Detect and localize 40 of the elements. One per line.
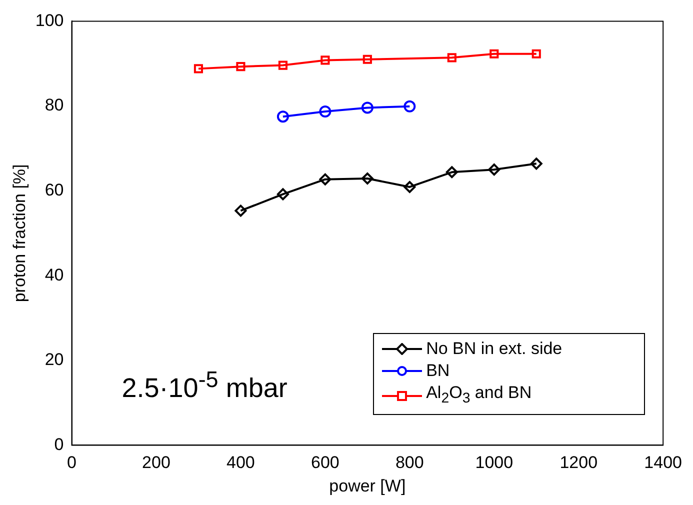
point xyxy=(404,180,416,193)
x-tick-label: 600 xyxy=(311,453,340,472)
point xyxy=(319,106,332,118)
x-tick-label: 0 xyxy=(67,453,76,472)
x-tick-label: 200 xyxy=(142,453,170,472)
y-tick-label: 0 xyxy=(54,434,64,454)
point xyxy=(404,100,416,112)
y-tick-label: 40 xyxy=(44,265,64,284)
y-axis-title: proton fraction [%] xyxy=(10,164,29,302)
point xyxy=(276,110,289,123)
legend-label: No BN in ext. side xyxy=(426,338,562,360)
x-axis-title: power [W] xyxy=(329,476,406,496)
point xyxy=(320,56,330,65)
point xyxy=(488,164,500,176)
point xyxy=(447,53,456,62)
point xyxy=(361,172,374,185)
y-tick-label: 20 xyxy=(44,350,64,370)
point xyxy=(361,102,374,114)
point xyxy=(530,158,542,170)
x-tick-label: 800 xyxy=(395,453,424,472)
point xyxy=(194,64,204,74)
point xyxy=(319,173,332,186)
x-tick-label: 1400 xyxy=(644,453,682,472)
legend-label: BN xyxy=(426,360,450,382)
point xyxy=(278,60,288,70)
point xyxy=(362,54,372,64)
x-tick-label: 400 xyxy=(226,453,255,472)
legend-label: Al$_{2}$O$_{3}$ and BN xyxy=(426,382,532,409)
point xyxy=(234,204,247,217)
y-tick-label: 60 xyxy=(44,180,64,200)
point xyxy=(490,49,499,58)
x-tick-label: 1000 xyxy=(475,453,514,472)
annotation: 2.5·10$^{-5}$ mbar xyxy=(122,367,288,404)
point xyxy=(236,62,246,72)
point xyxy=(532,49,541,58)
y-tick-label: 80 xyxy=(44,96,64,115)
point xyxy=(276,188,289,200)
x-tick-label: 1200 xyxy=(560,453,598,472)
point xyxy=(446,166,458,178)
y-tick-label: 100 xyxy=(35,10,64,30)
